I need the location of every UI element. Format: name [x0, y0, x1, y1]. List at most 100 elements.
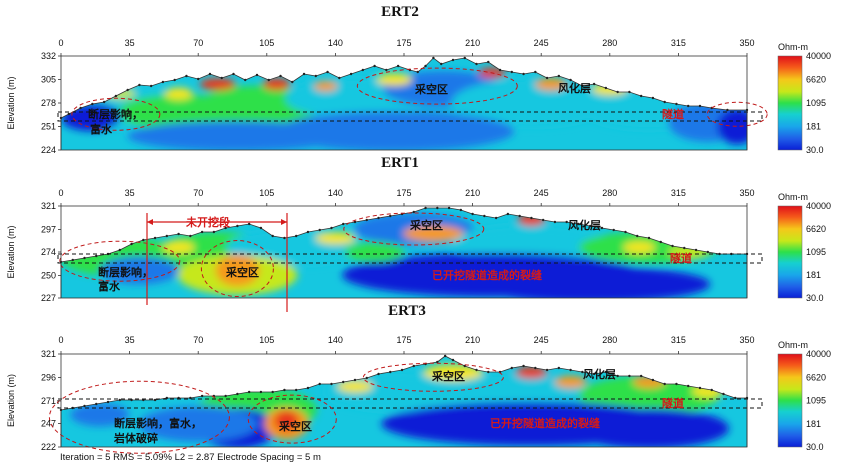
electrode-marker [95, 254, 98, 258]
goaf-low-label: 采空区 [225, 265, 259, 279]
electrode-marker [698, 104, 702, 108]
electrode-marker [349, 72, 353, 76]
ground-surface [60, 57, 748, 150]
electrode-marker [475, 62, 478, 66]
electrode-marker [436, 360, 439, 364]
electrode-marker [361, 68, 365, 72]
electrode-marker [224, 394, 227, 398]
y-tick-label: 222 [41, 442, 56, 452]
tunnel-label: 隧道 [662, 396, 684, 410]
electrode-marker [291, 80, 294, 84]
electrode-marker [604, 86, 608, 90]
y-tick-label: 250 [41, 270, 56, 280]
y-tick-label: 332 [41, 51, 56, 61]
resistivity-anomaly [717, 108, 747, 145]
electrode-marker [353, 378, 357, 382]
colorbar-tick-label: 40000 [806, 201, 831, 211]
resistivity-anomaly [313, 81, 338, 92]
panel-title: ERT3 [388, 303, 426, 319]
tunnel-zone [57, 253, 763, 264]
electrode-marker [71, 258, 74, 262]
electrode-marker [185, 74, 188, 78]
anomaly-outline [247, 394, 337, 444]
electrode-marker [494, 216, 498, 220]
electrode-marker [628, 374, 631, 378]
electrode-marker [114, 94, 118, 98]
resistivity-anomaly [535, 78, 567, 91]
colorbar-tick-label: 1095 [806, 247, 826, 257]
x-tick-label: 70 [193, 188, 203, 198]
electrode-marker [83, 256, 86, 260]
annotations: 风化层 采空区 断层影响， 富水 隧道 [88, 81, 684, 136]
electrode-marker [412, 364, 415, 368]
electrode-marker [463, 56, 466, 60]
resistivity-anomaly [138, 405, 259, 442]
weathered-label: 风化层 [558, 81, 591, 95]
x-tick-label: 70 [193, 38, 203, 48]
electrode-marker [534, 366, 537, 370]
x-tick-label: 210 [465, 38, 480, 48]
weathered-label: 风化层 [583, 367, 616, 381]
x-tick-label: 280 [602, 38, 617, 48]
x-tick-label: 175 [396, 38, 411, 48]
colorbar-scale [777, 353, 803, 448]
goaf-label: 采空区 [431, 369, 465, 383]
electrode-marker [604, 370, 608, 374]
arrow-head-left [147, 219, 153, 225]
electrode-marker [412, 210, 415, 214]
electrode-marker [267, 78, 270, 82]
excavated-label: 已开挖隧道造成的裂缝 [432, 268, 542, 282]
electrode-marker [126, 88, 129, 92]
electrode-marker [318, 228, 321, 232]
electrode-marker [694, 248, 698, 252]
electrode-marker [557, 366, 561, 370]
electrode-marker [295, 234, 298, 238]
electrode-marker [624, 230, 627, 234]
x-tick-label: 35 [125, 335, 135, 345]
resistivity-field [61, 58, 747, 150]
colorbar-scale [777, 205, 803, 299]
electrode-marker [396, 64, 400, 68]
x-tick-label: 315 [671, 188, 686, 198]
panel-title: ERT2 [381, 4, 419, 20]
resistivity-anomaly [199, 78, 236, 91]
electrode-marker [651, 378, 655, 382]
electrode-marker [440, 62, 443, 66]
ert3-panel: ERT3 0 35 70 105 140 175 210 245 280 315 350 321 296… [6, 303, 831, 454]
y-tick-label: 271 [41, 396, 56, 406]
electrode-marker [530, 216, 533, 220]
fault-label-2: 富水 [98, 279, 121, 293]
resistivity-anomaly [623, 241, 656, 254]
electrode-marker [153, 398, 157, 402]
y-tick-label: 297 [41, 224, 56, 234]
fault-label: 断层影响， [98, 265, 153, 279]
electrode-marker [683, 246, 686, 250]
tunnel-zone [57, 398, 763, 409]
tunnel-label: 隧道 [670, 251, 692, 265]
anomaly-outline [356, 67, 518, 105]
colorbar-tick-label: 6620 [806, 224, 826, 234]
y-tick-label: 224 [41, 145, 56, 155]
electrode-marker [330, 382, 333, 386]
electrode-marker [436, 206, 439, 210]
electrode-marker [365, 218, 368, 222]
goaf-low-label: 采空区 [278, 419, 312, 433]
electrode-marker [616, 374, 619, 378]
goaf-label: 采空区 [414, 82, 448, 96]
electrode-marker [279, 74, 282, 78]
x-tick-label: 0 [58, 38, 63, 48]
colorbar-tick-label: 30.0 [806, 293, 824, 303]
electrode-marker [259, 390, 263, 394]
colorbar-tick-label: 6620 [806, 75, 826, 85]
electrode-marker [314, 74, 317, 78]
y-tick-label: 274 [41, 247, 56, 257]
x-tick-label: 350 [739, 335, 754, 345]
electrode-marker [636, 234, 639, 238]
electrode-marker [283, 236, 286, 240]
x-tick-label: 35 [125, 38, 135, 48]
x-tick-label: 0 [58, 335, 63, 345]
electrode-marker [671, 244, 674, 248]
resistivity-anomaly [451, 79, 612, 127]
electrode-marker [463, 364, 466, 368]
colorbar-unit: Ohm-m [778, 192, 808, 202]
